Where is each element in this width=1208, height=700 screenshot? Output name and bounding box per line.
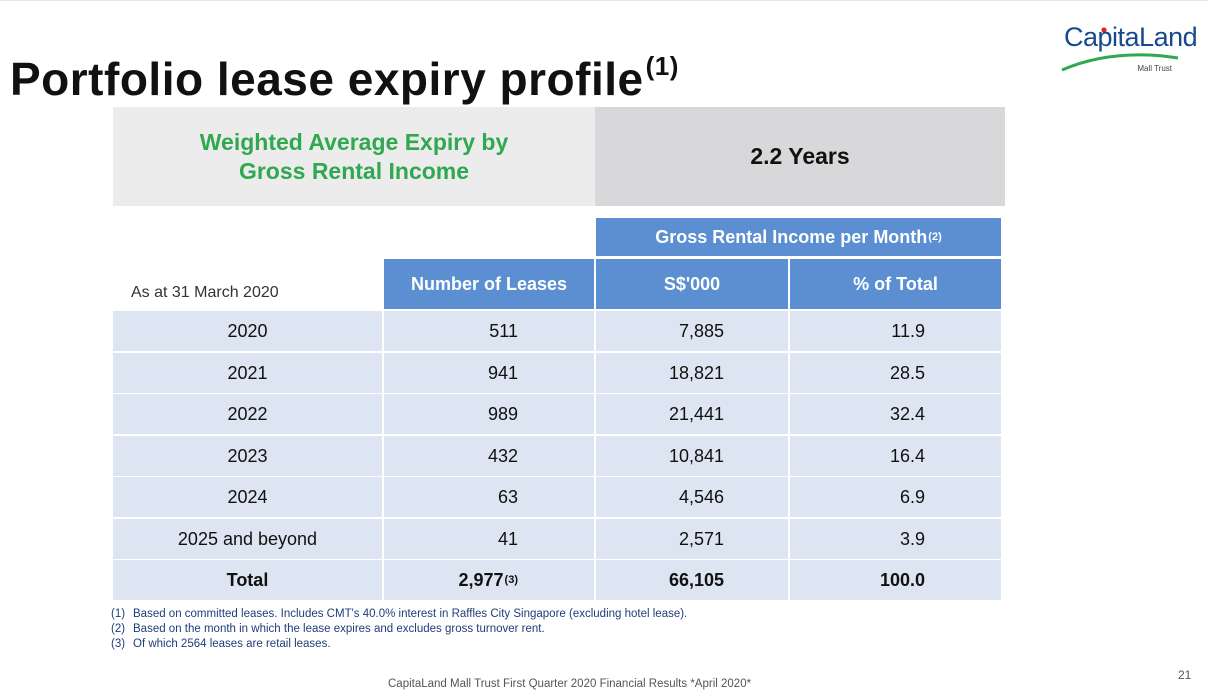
header-number-of-leases: Number of Leases [384, 259, 594, 309]
table-row: 2022 989 21,441 32.4 [113, 394, 1001, 434]
slide-footer: CapitaLand Mall Trust First Quarter 2020… [388, 678, 752, 690]
footnote: (2) Based on the month in which the lease… [111, 622, 687, 637]
cell-year: 2020 [113, 311, 382, 351]
cell-sgd: 2,571 [596, 519, 788, 559]
cell-leases: 941 [384, 353, 594, 393]
table-row: 2020 511 7,885 11.9 [113, 311, 1001, 351]
header-sgd: S$'000 [596, 259, 788, 309]
cell-sgd: 18,821 [596, 353, 788, 393]
table-row: 2021 941 18,821 28.5 [113, 353, 1001, 393]
cell-total-leases: 2,977 (3) [384, 560, 594, 600]
footnote-number: (1) [111, 608, 126, 620]
title-footnote-ref: (1) [645, 51, 679, 81]
cell-pct: 32.4 [790, 394, 1001, 434]
footnotes: (1) Based on committed leases. Includes C… [111, 607, 687, 652]
cell-sgd: 4,546 [596, 477, 788, 517]
cell-leases: 63 [384, 477, 594, 517]
cell-sgd: 7,885 [596, 311, 788, 351]
total-footnote-ref: (3) [504, 574, 518, 586]
table-row: 2023 432 10,841 16.4 [113, 436, 1001, 476]
cell-pct: 16.4 [790, 436, 1001, 476]
footnote-text: Of which 2564 leases are retail leases. [133, 638, 331, 650]
cell-year: 2022 [113, 394, 382, 434]
cell-leases: 432 [384, 436, 594, 476]
logo-subtitle: Mall Trust [1137, 64, 1172, 73]
cell-total-pct: 100.0 [790, 560, 1001, 600]
footnote-number: (2) [111, 623, 126, 635]
cell-year: 2024 [113, 477, 382, 517]
capitaland-logo: CapitaLand Mall Trust [1058, 18, 1198, 78]
table-total-row: Total 2,977 (3) 66,105 100.0 [113, 560, 1001, 600]
page-title: Portfolio lease expiry profile(1) [10, 51, 679, 105]
footnote: (3) Of which 2564 leases are retail lease… [111, 637, 687, 652]
top-rule [0, 0, 1208, 1]
footnote-text: Based on committed leases. Includes CMT'… [133, 608, 688, 620]
cell-year: 2023 [113, 436, 382, 476]
table-row: 2024 63 4,546 6.9 [113, 477, 1001, 517]
footnote: (1) Based on committed leases. Includes C… [111, 607, 687, 622]
cell-pct: 3.9 [790, 519, 1001, 559]
cell-pct: 28.5 [790, 353, 1001, 393]
table-row: 2025 and beyond 41 2,571 3.9 [113, 519, 1001, 559]
wale-label-line1: Weighted Average Expiry by [199, 128, 509, 155]
cell-total-sgd: 66,105 [596, 560, 788, 600]
wale-value: 2.2 Years [595, 107, 1005, 206]
header-gross-rental-income: Gross Rental Income per Month (2) [596, 218, 1001, 256]
cell-sgd: 10,841 [596, 436, 788, 476]
cell-year: 2025 and beyond [113, 519, 382, 559]
cell-leases: 989 [384, 394, 594, 434]
page-number: 21 [1178, 668, 1192, 682]
footnote-text: Based on the month in which the lease ex… [133, 623, 545, 635]
cell-year: 2021 [113, 353, 382, 393]
wale-label-line2: Gross Rental Income [238, 157, 470, 184]
as-at-date: As at 31 March 2020 [131, 284, 279, 301]
cell-leases: 511 [384, 311, 594, 351]
logo-swoosh-icon [1061, 27, 1179, 72]
cell-pct: 6.9 [790, 477, 1001, 517]
footnote-number: (3) [111, 638, 126, 650]
wale-label-box: Weighted Average Expiry by Gross Rental … [113, 107, 595, 206]
cell-pct: 11.9 [790, 311, 1001, 351]
logo-wordmark: CapitaLand [1064, 22, 1198, 52]
header-pct-of-total: % of Total [790, 259, 1001, 309]
cell-total-label: Total [113, 560, 382, 600]
header-footnote-ref: (2) [928, 231, 942, 243]
cell-leases: 41 [384, 519, 594, 559]
cell-sgd: 21,441 [596, 394, 788, 434]
